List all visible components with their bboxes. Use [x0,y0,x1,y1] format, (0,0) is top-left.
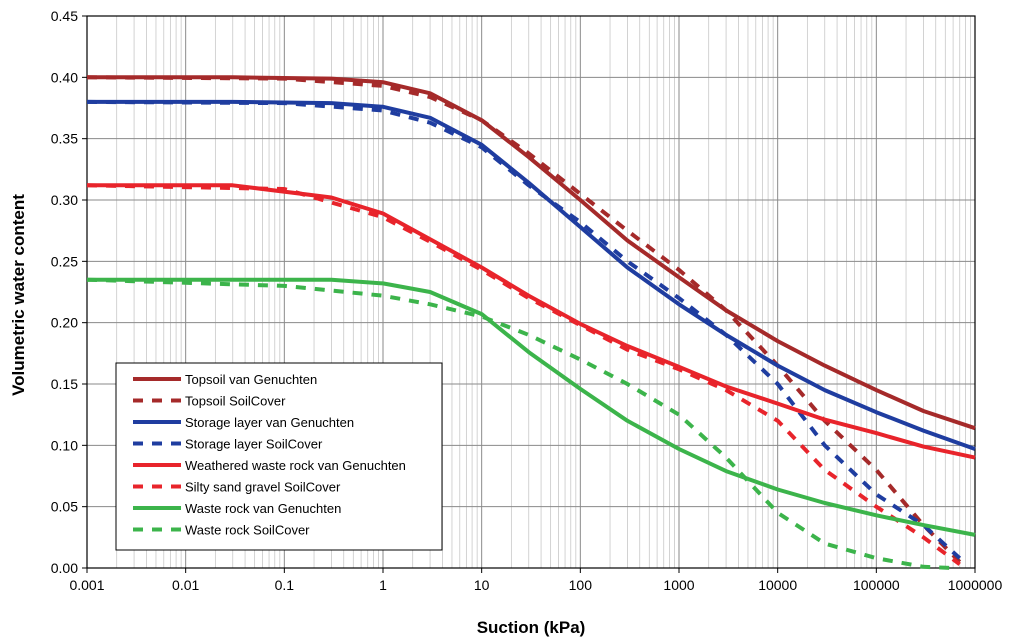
legend-label-6: Silty sand gravel SoilCover [185,480,341,495]
legend-label-4: Storage layer SoilCover [185,437,323,452]
series-line-5 [87,183,976,460]
x-tick-label: 0.01 [172,577,199,593]
y-tick-label: 0.30 [51,192,78,208]
y-axis-ticks: 0.00 0.05 0.10 0.15 0.20 0.25 0.30 0.35 0.40 0.45 [51,8,87,576]
series-line-3 [87,99,976,451]
y-tick-label: 0.15 [51,376,78,392]
x-tick-label: 1 [379,577,387,593]
y-tick-label: 0.05 [51,499,78,515]
x-axis-title: Suction (kPa) [477,618,586,637]
series-line-7 [87,277,976,537]
legend-label-5: Weathered waste rock van Genuchten [185,458,406,473]
y-tick-label: 0.45 [51,8,78,24]
series-line-6 [86,183,961,566]
series-line-8 [86,277,954,570]
x-tick-label: 10 [474,577,490,593]
y-tick-label: 0.25 [51,253,78,269]
x-tick-label: 0.1 [275,577,295,593]
series-line-1 [87,75,976,431]
y-tick-label: 0.20 [51,315,78,331]
x-tick-label: 100 [569,577,593,593]
legend-label-8: Waste rock SoilCover [185,523,310,538]
x-tick-label: 0.001 [69,577,104,593]
x-axis-ticks: 0.001 0.01 0.1 1 10 100 1000 10000 100000 1000000 [69,568,1002,593]
series-layer [86,75,976,570]
legend-label-2: Topsoil SoilCover [185,394,286,409]
y-tick-label: 0.40 [51,69,78,85]
legend-label-1: Topsoil van Genuchten [185,372,317,387]
y-tick-label: 0.35 [51,131,78,147]
x-tick-label: 10000 [758,577,797,593]
legend-label-7: Waste rock van Genuchten [185,501,341,516]
legend-label-3: Storage layer van Genuchten [185,415,354,430]
plot-area-frame [86,15,976,569]
series-line-4 [86,99,962,560]
series-line-2 [86,75,962,564]
x-tick-label: 1000000 [948,577,1003,593]
x-tick-label: 100000 [853,577,900,593]
legend: Topsoil van Genuchten Topsoil SoilCover St… [115,362,443,551]
legend-box [115,362,443,551]
y-tick-label: 0.10 [51,437,78,453]
y-tick-label: 0.00 [51,560,78,576]
y-axis-title: Volumetric water content [9,194,28,396]
x-tick-label: 1000 [663,577,694,593]
